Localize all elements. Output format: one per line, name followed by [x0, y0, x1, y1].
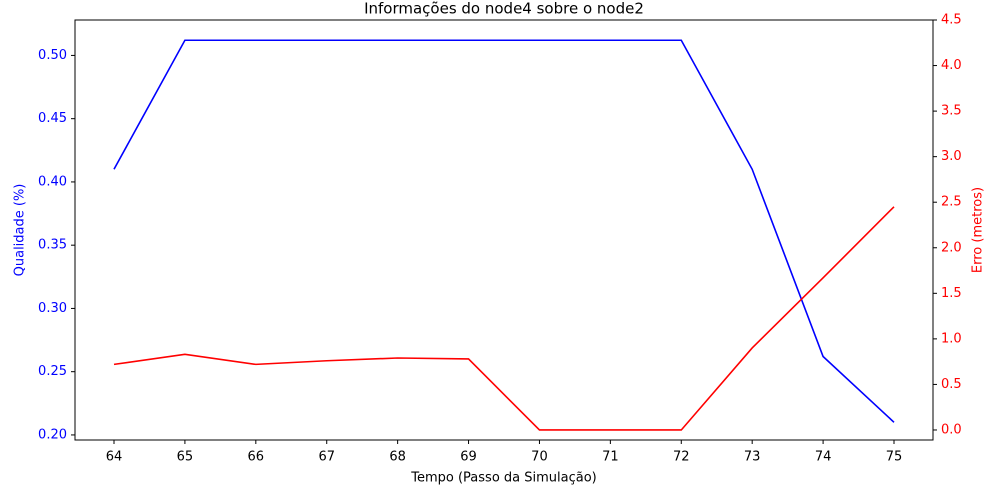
y2-tick-label: 0.0 [941, 422, 962, 437]
plot-frame [74, 19, 934, 441]
x-tick-label: 64 [106, 450, 123, 465]
x-tick-label: 72 [673, 450, 690, 465]
x-tick-label: 69 [460, 450, 477, 465]
y2-tick-label: 4.0 [941, 58, 962, 73]
y2-tick-label: 1.5 [941, 286, 962, 301]
x-tick-label: 73 [744, 450, 761, 465]
y-tick-label: 0.45 [38, 111, 67, 126]
y2-tick-label: 2.5 [941, 195, 962, 210]
y2-tick-label: 2.0 [941, 240, 962, 255]
y2-axis-label: Erro (metros) [971, 187, 986, 273]
y2-tick-label: 3.0 [941, 149, 962, 164]
x-tick-label: 75 [886, 450, 903, 465]
y2-tick-label: 3.5 [941, 104, 962, 119]
y-tick-label: 0.40 [38, 174, 67, 189]
y-tick-label: 0.50 [38, 48, 67, 63]
y2-tick-label: 0.5 [941, 377, 962, 392]
x-tick-label: 65 [177, 450, 194, 465]
chart-title: Informações do node4 sobre o node2 [364, 0, 644, 18]
y2-tick-label: 4.5 [941, 13, 962, 28]
x-tick-label: 67 [318, 450, 335, 465]
y-tick-label: 0.30 [38, 301, 67, 316]
x-tick-label: 70 [531, 450, 548, 465]
data-line [113, 39, 895, 423]
x-tick-label: 71 [602, 450, 619, 465]
x-tick-label: 68 [389, 450, 406, 465]
y-axis-label: Qualidade (%) [13, 184, 28, 277]
x-axis-label: Tempo (Passo da Simulação) [410, 471, 597, 486]
y-tick-label: 0.25 [38, 364, 67, 379]
x-tick-label: 74 [815, 450, 832, 465]
y-tick-label: 0.20 [38, 427, 67, 442]
x-tick-label: 66 [248, 450, 265, 465]
y-tick-label: 0.35 [38, 238, 67, 253]
y2-tick-label: 1.0 [941, 331, 962, 346]
data-line [113, 206, 895, 431]
